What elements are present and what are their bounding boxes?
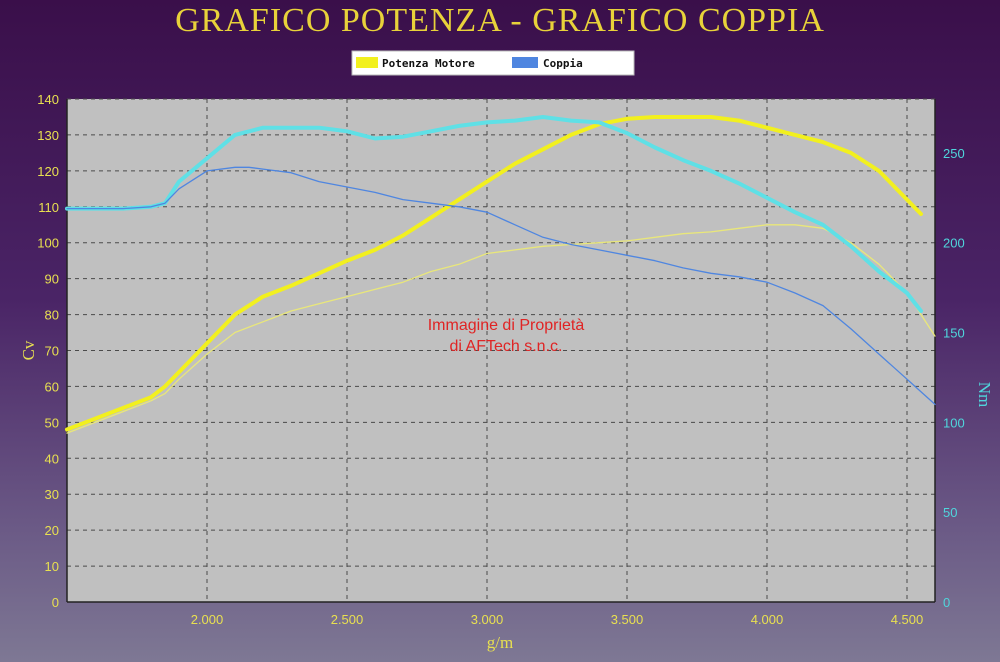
y-right-axis-label: Nm: [975, 382, 994, 408]
x-tick-label: 3.000: [471, 612, 504, 627]
chart-title: GRAFICO POTENZA - GRAFICO COPPIA: [175, 2, 825, 39]
y-left-tick-label: 50: [45, 415, 59, 430]
y-left-tick-label: 40: [45, 451, 59, 466]
watermark-line-2: di AFTech s.n.c.: [450, 338, 563, 355]
y-left-tick-label: 130: [37, 128, 59, 143]
legend-label-coppia: Coppia: [543, 57, 583, 70]
x-tick-label: 2.500: [331, 612, 364, 627]
y-left-tick-label: 0: [52, 595, 59, 610]
x-tick-label: 2.000: [191, 612, 224, 627]
y-left-tick-label: 140: [37, 92, 59, 107]
watermark-line-1: Immagine di Proprietà: [428, 317, 585, 334]
y-left-tick-label: 20: [45, 523, 59, 538]
y-left-tick-label: 110: [38, 200, 59, 215]
y-left-tick-label: 100: [37, 236, 59, 251]
series-line-4: [66, 166, 936, 406]
x-axis-label: g/m: [487, 633, 513, 652]
y-left-tick-label: 80: [45, 308, 59, 323]
y-right-tick-label: 50: [943, 505, 957, 520]
y-right-tick-label: 250: [943, 146, 965, 161]
y-right-tick-label: 100: [943, 415, 965, 430]
y-left-tick-label: 10: [45, 559, 59, 574]
y-right-tick-label: 200: [943, 236, 965, 251]
x-tick-label: 3.500: [611, 612, 644, 627]
legend-label-potenza: Potenza Motore: [382, 57, 475, 70]
y-left-tick-label: 30: [45, 487, 59, 502]
y-right-tick-label: 150: [943, 326, 965, 341]
series-line-2: [66, 224, 936, 434]
legend-box: [351, 50, 635, 76]
y-left-tick-label: 120: [37, 164, 59, 179]
y-left-axis-label: Cv: [19, 340, 38, 360]
legend-swatch-coppia: [512, 57, 538, 68]
series-line-3: [65, 115, 923, 313]
y-left-tick-label: 90: [45, 272, 59, 287]
y-left-tick-label: 60: [45, 379, 59, 394]
y-left-tick-label: 70: [45, 344, 59, 359]
y-right-tick-label: 0: [943, 595, 950, 610]
x-tick-label: 4.500: [891, 612, 924, 627]
legend-swatch-potenza: [356, 57, 378, 68]
series-line-1: [65, 115, 923, 432]
x-tick-label: 4.000: [751, 612, 784, 627]
